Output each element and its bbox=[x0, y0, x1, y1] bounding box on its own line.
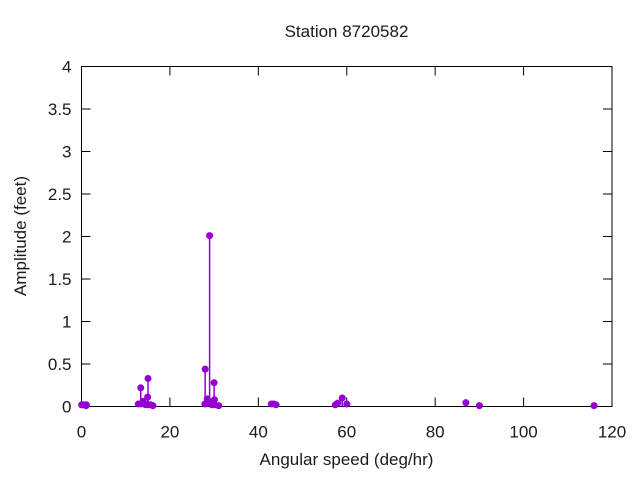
x-tick-label: 60 bbox=[337, 423, 356, 442]
data-point bbox=[215, 402, 223, 410]
data-point bbox=[206, 232, 214, 240]
data-point bbox=[334, 399, 342, 407]
y-tick-label: 2.5 bbox=[48, 185, 72, 204]
chart-title: Station 8720582 bbox=[284, 22, 409, 41]
data-point bbox=[144, 374, 152, 382]
x-tick-label: 100 bbox=[509, 423, 537, 442]
data-point bbox=[210, 379, 218, 387]
data-point bbox=[272, 401, 280, 409]
data-point bbox=[201, 365, 209, 373]
data-point bbox=[338, 394, 346, 402]
x-axis-label: Angular speed (deg/hr) bbox=[259, 450, 434, 469]
x-tick-label: 20 bbox=[160, 423, 179, 442]
x-tick-label: 0 bbox=[77, 423, 86, 442]
data-point bbox=[462, 399, 470, 407]
data-point bbox=[475, 402, 483, 410]
data-point bbox=[590, 402, 598, 410]
data-point bbox=[343, 400, 351, 408]
y-tick-label: 4 bbox=[62, 58, 71, 77]
x-tick-label: 40 bbox=[249, 423, 268, 442]
data-point bbox=[149, 402, 157, 410]
x-tick-label: 80 bbox=[426, 423, 445, 442]
y-tick-label: 3.5 bbox=[48, 100, 72, 119]
y-tick-label: 0.5 bbox=[48, 355, 72, 374]
y-tick-label: 3 bbox=[62, 143, 71, 162]
data-point bbox=[82, 401, 90, 409]
x-tick-label: 120 bbox=[598, 423, 626, 442]
plot-border bbox=[81, 66, 613, 407]
data-point bbox=[137, 384, 145, 392]
y-tick-label: 1 bbox=[62, 313, 71, 332]
y-tick-label: 1.5 bbox=[48, 270, 72, 289]
y-tick-label: 0 bbox=[62, 398, 71, 417]
data-point bbox=[210, 396, 218, 404]
y-tick-label: 2 bbox=[62, 228, 71, 247]
